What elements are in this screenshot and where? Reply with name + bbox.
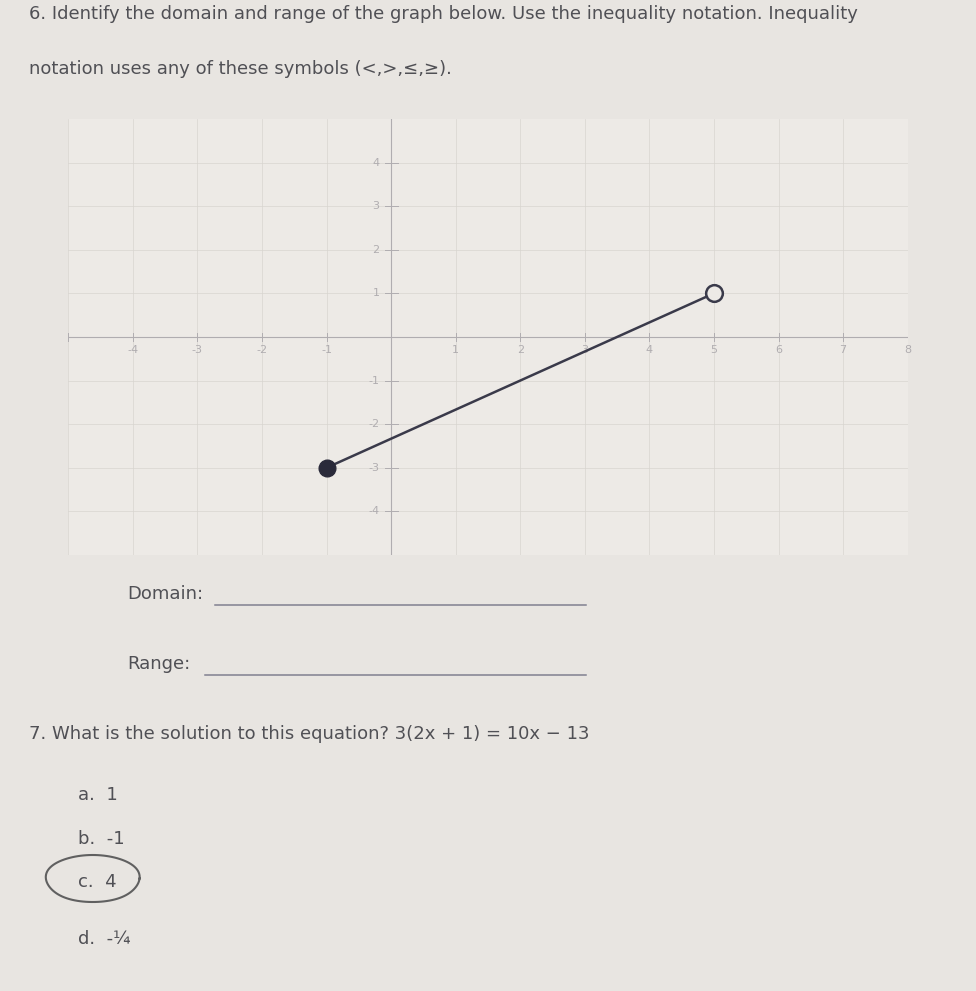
Text: c.  4: c. 4 (78, 873, 117, 891)
Text: 4: 4 (373, 158, 380, 167)
Text: 3: 3 (582, 345, 589, 355)
Text: Domain:: Domain: (127, 586, 203, 604)
Text: -1: -1 (369, 376, 380, 385)
Text: a.  1: a. 1 (78, 786, 118, 804)
Text: -3: -3 (369, 463, 380, 473)
Text: notation uses any of these symbols (<,>,≤,≥).: notation uses any of these symbols (<,>,… (29, 59, 452, 78)
Text: -4: -4 (127, 345, 139, 355)
Text: 7. What is the solution to this equation? 3(2x + 1) = 10x − 13: 7. What is the solution to this equation… (29, 725, 590, 743)
Text: 3: 3 (373, 201, 380, 211)
Text: 2: 2 (516, 345, 524, 355)
Text: 1: 1 (452, 345, 460, 355)
Text: -2: -2 (257, 345, 267, 355)
Text: 6. Identify the domain and range of the graph below. Use the inequality notation: 6. Identify the domain and range of the … (29, 6, 858, 24)
Text: -3: -3 (192, 345, 203, 355)
Text: -4: -4 (368, 506, 380, 516)
Text: Range:: Range: (127, 655, 190, 673)
Text: -1: -1 (321, 345, 332, 355)
Text: 6: 6 (775, 345, 782, 355)
Text: 4: 4 (646, 345, 653, 355)
Text: 2: 2 (373, 245, 380, 255)
Text: b.  -1: b. -1 (78, 829, 125, 847)
Text: 7: 7 (839, 345, 846, 355)
Text: 8: 8 (904, 345, 912, 355)
Text: 1: 1 (373, 288, 380, 298)
Text: 5: 5 (711, 345, 717, 355)
Text: d.  -¼: d. -¼ (78, 930, 131, 948)
Text: -2: -2 (368, 419, 380, 429)
